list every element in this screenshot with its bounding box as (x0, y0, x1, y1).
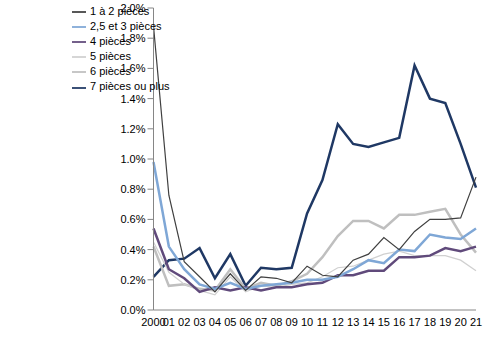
svg-text:21: 21 (470, 316, 482, 328)
svg-text:14: 14 (362, 316, 374, 328)
svg-text:09: 09 (286, 316, 298, 328)
svg-text:19: 19 (439, 316, 451, 328)
svg-text:06: 06 (240, 316, 252, 328)
svg-text:1.2%: 1.2% (120, 123, 145, 135)
svg-text:15: 15 (378, 316, 390, 328)
svg-text:2.0%: 2.0% (120, 2, 145, 14)
svg-text:08: 08 (270, 316, 282, 328)
svg-text:10: 10 (301, 316, 313, 328)
svg-text:1.8%: 1.8% (120, 32, 145, 44)
svg-text:11: 11 (317, 316, 328, 328)
svg-text:18: 18 (424, 316, 436, 328)
svg-text:1.0%: 1.0% (120, 153, 145, 165)
svg-text:20: 20 (455, 316, 467, 328)
svg-text:01: 01 (163, 316, 175, 328)
svg-text:17: 17 (408, 316, 420, 328)
svg-text:05: 05 (224, 316, 236, 328)
svg-text:13: 13 (347, 316, 359, 328)
svg-text:12: 12 (332, 316, 344, 328)
svg-text:0.4%: 0.4% (120, 244, 145, 256)
svg-text:16: 16 (393, 316, 405, 328)
svg-text:0.0%: 0.0% (120, 304, 145, 316)
svg-text:07: 07 (255, 316, 267, 328)
svg-text:0.2%: 0.2% (120, 274, 145, 286)
svg-text:03: 03 (193, 316, 205, 328)
svg-text:1.6%: 1.6% (120, 62, 145, 74)
svg-text:0.6%: 0.6% (120, 213, 145, 225)
svg-text:02: 02 (178, 316, 190, 328)
svg-text:04: 04 (209, 316, 221, 328)
svg-text:1.4%: 1.4% (120, 93, 145, 105)
svg-text:0.8%: 0.8% (120, 183, 145, 195)
